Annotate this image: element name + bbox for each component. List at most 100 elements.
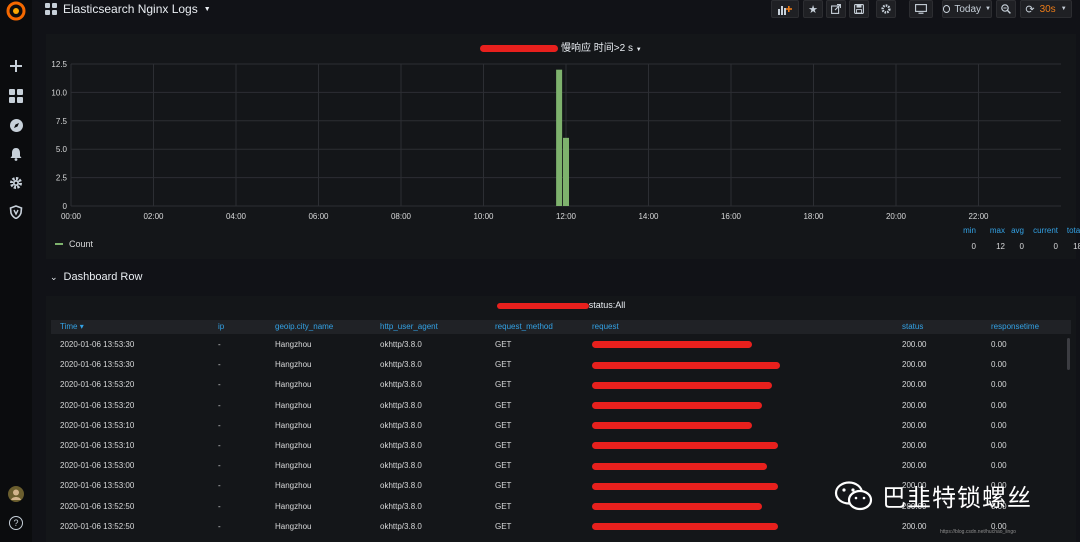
- plus-icon[interactable]: [6, 56, 26, 76]
- x-tick-label: 20:00: [886, 212, 907, 221]
- request-cell-redacted: [592, 461, 767, 470]
- column-header-request[interactable]: request: [592, 322, 619, 331]
- table-row[interactable]: 2020-01-06 13:53:00 - Hangzhou okhttp/3.8.0…: [51, 475, 1061, 495]
- row-title: Dashboard Row: [63, 271, 143, 283]
- table-cell: 0.00: [991, 461, 1007, 471]
- table-cell: 0.00: [991, 521, 1007, 531]
- panel-title-text: status:All: [588, 300, 626, 310]
- table-row[interactable]: 2020-01-06 13:53:30 - Hangzhou okhttp/3.8.0…: [51, 334, 1061, 354]
- column-header-geoip-city-name[interactable]: geoip.city_name: [275, 322, 334, 331]
- table-cell: GET: [495, 340, 512, 349]
- caret-down-icon: ▼: [635, 47, 642, 53]
- watermark: 巴韭特锁螺丝: [834, 478, 1032, 513]
- legend-stat-header-min[interactable]: min: [963, 226, 976, 235]
- series-swatch: [55, 243, 63, 245]
- dashboard-picker[interactable]: Elasticsearch Nginx Logs ▼: [45, 2, 211, 16]
- y-tick-label: 2.5: [56, 174, 68, 183]
- x-tick-label: 14:00: [638, 212, 659, 221]
- table-header: Time ▾ ip geoip.city_name http_user_agent re…: [51, 320, 1071, 334]
- table-cell: -: [218, 420, 221, 430]
- dashboards-icon[interactable]: [6, 86, 26, 106]
- table-cell: 0.00: [991, 501, 1007, 511]
- table-row[interactable]: 2020-01-06 13:53:20 - Hangzhou okhttp/3.8.0…: [51, 395, 1061, 415]
- redaction-mark: [592, 523, 778, 531]
- refresh-picker[interactable]: ⟳ 30s ▼: [1020, 0, 1072, 18]
- x-tick-label: 16:00: [721, 212, 742, 221]
- column-header-responsetime[interactable]: responsetime: [991, 322, 1040, 331]
- redaction-mark: [496, 302, 589, 309]
- table-panel: status:All Time ▾ ip geoip.city_name http_u…: [46, 296, 1076, 542]
- gear-icon[interactable]: [6, 173, 26, 193]
- clock-icon: [943, 5, 951, 13]
- table-cell: GET: [495, 360, 512, 370]
- column-header-request-method[interactable]: request_method: [495, 322, 553, 331]
- legend-stat-value-total: 18: [1073, 242, 1080, 251]
- grafana-logo-icon[interactable]: [5, 0, 27, 22]
- column-header-http-user-agent[interactable]: http_user_agent: [380, 322, 438, 331]
- table-cell: okhttp/3.8.0: [380, 340, 422, 349]
- shield-icon[interactable]: [6, 202, 26, 222]
- table-cell: GET: [495, 420, 512, 430]
- time-range-picker[interactable]: Today ▼: [942, 0, 992, 18]
- table-cell: 200.00: [902, 360, 927, 370]
- legend-stat-header-total[interactable]: total: [1066, 226, 1080, 235]
- table-cell: -: [218, 360, 221, 370]
- legend-stat-header-avg[interactable]: avg: [1011, 226, 1024, 235]
- panel-title[interactable]: 慢响应 时间>2 s ▼: [46, 39, 1076, 54]
- x-tick-label: 10:00: [473, 212, 494, 221]
- legend-stat-value-avg: 0: [1019, 242, 1024, 251]
- table-row[interactable]: 2020-01-06 13:53:30 - Hangzhou okhttp/3.8.0…: [51, 354, 1061, 374]
- request-cell-redacted: [592, 360, 780, 369]
- table-row[interactable]: 2020-01-06 13:52:50 - Hangzhou okhttp/3.8.0…: [51, 516, 1061, 536]
- table-scrollbar[interactable]: [1067, 338, 1070, 370]
- save-button[interactable]: [849, 0, 869, 18]
- help-icon[interactable]: ?: [6, 513, 26, 533]
- column-header-time[interactable]: Time ▾: [60, 322, 84, 331]
- table-cell: okhttp/3.8.0: [380, 461, 422, 471]
- x-tick-label: 08:00: [391, 212, 412, 221]
- column-header-ip[interactable]: ip: [218, 322, 225, 331]
- dashboard-row-header[interactable]: ⌄ Dashboard Row: [50, 271, 142, 283]
- table-row[interactable]: 2020-01-06 13:53:00 - Hangzhou okhttp/3.8.0…: [51, 455, 1061, 475]
- redaction-mark: [592, 482, 778, 490]
- dashboards-icon: [45, 3, 57, 15]
- save-icon: [854, 4, 864, 14]
- table-cell: 200.00: [902, 340, 927, 349]
- table-cell: 0.00: [991, 340, 1007, 349]
- x-tick-label: 18:00: [803, 212, 824, 221]
- share-button[interactable]: [826, 0, 846, 18]
- table-cell: 0.00: [991, 360, 1007, 370]
- table-row[interactable]: 2020-01-06 13:53:10 - Hangzhou okhttp/3.8.0…: [51, 415, 1061, 435]
- table-cell: 200.00: [902, 501, 927, 511]
- legend-stat-header-current[interactable]: current: [1033, 226, 1058, 235]
- avatar-icon[interactable]: [6, 484, 26, 504]
- table-row[interactable]: 2020-01-06 13:52:50 - Hangzhou okhttp/3.8.0…: [51, 496, 1061, 516]
- table-cell: okhttp/3.8.0: [380, 501, 422, 511]
- x-tick-label: 02:00: [143, 212, 164, 221]
- tv-mode-button[interactable]: [909, 0, 933, 18]
- table-cell: -: [218, 461, 221, 471]
- table-row[interactable]: 2020-01-06 13:53:20 - Hangzhou okhttp/3.8.0…: [51, 374, 1061, 394]
- column-header-status[interactable]: status: [902, 322, 924, 331]
- legend-stat-header-max[interactable]: max: [989, 226, 1005, 235]
- table-row[interactable]: 2020-01-06 13:53:10 - Hangzhou okhttp/3.8.0…: [51, 435, 1061, 455]
- bar: [563, 137, 569, 206]
- explore-icon[interactable]: [6, 115, 26, 135]
- request-cell-redacted: [592, 380, 772, 389]
- settings-button[interactable]: [876, 0, 896, 18]
- zoom-out-button[interactable]: [996, 0, 1016, 18]
- y-tick-label: 7.5: [56, 117, 68, 126]
- panel-title[interactable]: status:All: [46, 300, 1076, 310]
- dashboard-title: Elasticsearch Nginx Logs: [63, 2, 198, 16]
- table-cell: GET: [495, 380, 512, 390]
- table-cell: okhttp/3.8.0: [380, 521, 422, 531]
- legend-item[interactable]: Count: [55, 239, 93, 249]
- add-panel-button[interactable]: [771, 0, 799, 18]
- table-cell: GET: [495, 461, 512, 471]
- table-cell: 200.00: [902, 441, 927, 450]
- bell-icon[interactable]: [6, 144, 26, 164]
- star-button[interactable]: ★: [803, 0, 823, 18]
- legend-stat-value-max: 12: [996, 242, 1005, 251]
- table-cell: Hangzhou: [275, 420, 312, 430]
- request-cell-redacted: [592, 522, 778, 531]
